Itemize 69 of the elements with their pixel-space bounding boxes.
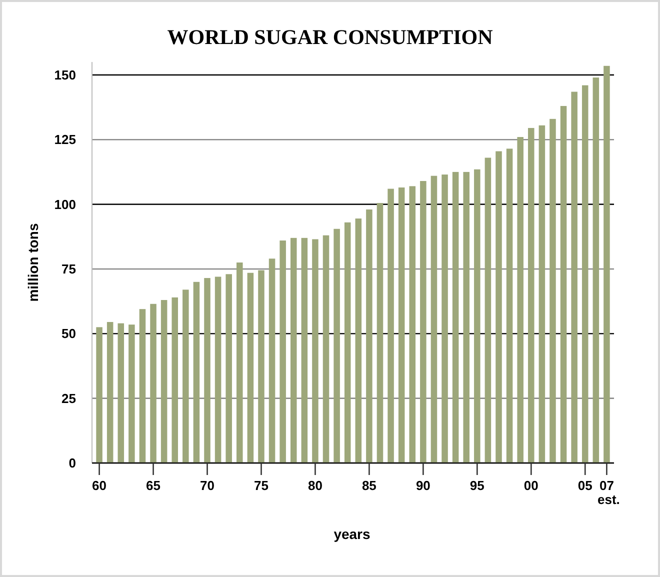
bar (128, 324, 135, 463)
bar (236, 262, 243, 463)
bar (247, 272, 254, 463)
bar (409, 186, 416, 463)
bar (301, 238, 308, 463)
bar (452, 172, 459, 463)
bar (474, 169, 480, 463)
bar (442, 174, 448, 463)
bar (118, 323, 124, 463)
bar (582, 85, 588, 463)
bar (344, 222, 351, 463)
bar (571, 92, 578, 463)
bar (550, 118, 556, 463)
chart-title: WORLD SUGAR CONSUMPTION (167, 25, 493, 49)
bar (226, 274, 232, 463)
x-tick-label: 05 (578, 478, 592, 493)
bar (96, 327, 102, 463)
bar (560, 106, 567, 463)
bar (463, 172, 470, 463)
bar (322, 235, 330, 463)
bar (398, 187, 405, 463)
x-tick-label: 07 est. (598, 478, 620, 507)
x-tick-label: 70 (200, 478, 214, 493)
bar (496, 151, 502, 463)
bar (182, 290, 189, 463)
x-tick-label: 80 (308, 478, 322, 493)
x-tick-label: 95 (470, 478, 484, 493)
x-tick-label: 60 (92, 478, 107, 493)
bar (106, 322, 114, 463)
bar (355, 218, 362, 463)
bar (204, 278, 210, 463)
x-tick-label: 65 (146, 478, 161, 493)
bar (214, 276, 222, 463)
x-tick-label: 85 (362, 478, 376, 493)
bar (258, 270, 264, 463)
bar (150, 304, 156, 463)
bar (506, 148, 513, 463)
y-tick-label: 75 (62, 262, 76, 277)
bar (538, 125, 546, 463)
y-tick-label: 100 (54, 196, 76, 212)
bar (366, 209, 372, 463)
bar (160, 300, 168, 463)
bar (420, 181, 426, 463)
bar (484, 158, 492, 463)
bar (290, 238, 297, 463)
bar (268, 258, 276, 463)
bar (139, 309, 146, 463)
bar (334, 228, 340, 463)
x-tick-label: 90 (416, 478, 430, 493)
y-axis-title: million tons (25, 223, 41, 302)
y-tick-label: 150 (54, 67, 76, 82)
bar (388, 188, 394, 463)
y-tick-label: 0 (68, 456, 76, 471)
bar (430, 176, 438, 463)
x-tick-label: 00 (524, 478, 538, 493)
y-tick-label: 50 (62, 326, 76, 342)
bar (517, 137, 524, 463)
bar (280, 240, 286, 463)
bar (592, 78, 600, 463)
bar (376, 202, 384, 463)
bar (528, 128, 534, 463)
y-tick-label: 25 (62, 390, 76, 406)
x-axis-title: years (334, 526, 371, 542)
x-tick-label: 75 (254, 478, 268, 493)
y-tick-label: 125 (54, 132, 76, 148)
bar (312, 239, 318, 463)
bar (604, 66, 610, 463)
bar (172, 297, 178, 463)
bar (193, 282, 200, 463)
